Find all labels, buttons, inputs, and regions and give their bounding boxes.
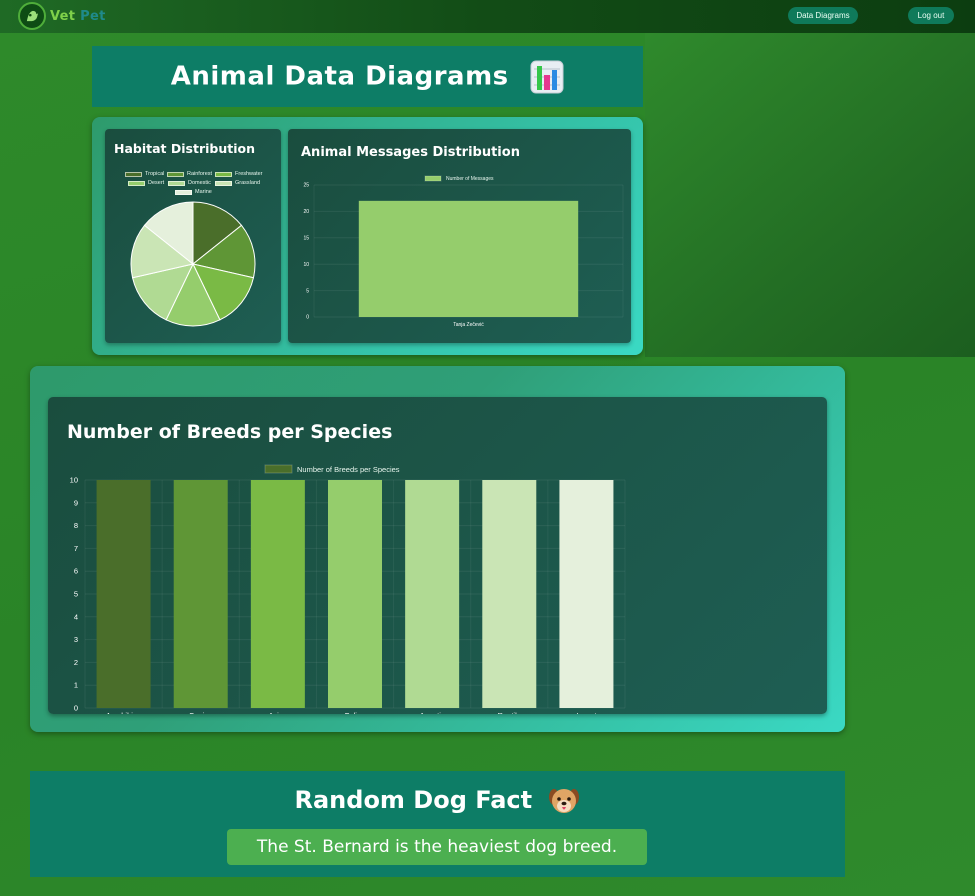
data-diagrams-button[interactable]: Data Diagrams (788, 7, 858, 24)
bar-insect (559, 480, 614, 708)
pie-slice-rainforest (191, 224, 256, 279)
breeds-bar-chart: 0 1 2 3 4 5 6 7 8 9 10 Number of Breeds per Species… (70, 464, 626, 714)
legend-label: Marine (195, 189, 212, 195)
legend-label: Domestic (188, 180, 211, 186)
logout-button[interactable]: Log out (908, 7, 954, 24)
page-title: Animal Data Diagrams (171, 60, 564, 94)
habitat-legend-item[interactable]: Domestic (168, 180, 211, 186)
pie-slice-desert (165, 262, 221, 327)
legend-label: Freshwater (235, 171, 263, 177)
y-tick-label: 20 (303, 209, 309, 215)
messages-bar-chart: 0 5 10 15 20 25 Number of Messages Tanja Zečevi… (303, 175, 624, 328)
legend-swatch (128, 180, 145, 186)
habitat-legend-item[interactable]: Marine (175, 189, 212, 195)
charts-container: Habitat Distribution Tropical Rainforest F… (92, 117, 643, 355)
y-tick-label: 0 (306, 315, 309, 321)
bar-feline (328, 480, 382, 708)
pie-slice-marine (143, 201, 194, 266)
habitat-legend-item[interactable]: Desert (128, 180, 164, 186)
y-tick-label: 1 (74, 681, 78, 690)
y-tick-label: 2 (74, 658, 78, 667)
brand-name[interactable]: Vet Pet (50, 9, 106, 24)
pie-slice-tropical (192, 201, 243, 266)
dog-fact-text: The St. Bernard is the heaviest dog bree… (227, 829, 647, 865)
legend-swatch (215, 180, 232, 186)
habitat-pie-chart (130, 201, 256, 327)
legend-label: Tropical (145, 171, 165, 177)
legend-label: Number of Breeds per Species (297, 465, 400, 474)
legend-label: Desert (148, 180, 165, 186)
x-tick-label: Aquatic (420, 711, 445, 714)
x-tick-label: Canine (189, 711, 213, 714)
y-tick-label: 9 (74, 498, 78, 507)
legend-swatch (168, 180, 185, 186)
pie-slice-grassland (130, 224, 195, 279)
brand-part-vet: Vet (50, 9, 76, 24)
brand-part-pet: Pet (80, 9, 106, 24)
legend-swatch (175, 189, 192, 195)
bar-avian (250, 480, 305, 708)
bar-tanjazeevi (358, 200, 579, 317)
bar-aquatic (405, 480, 460, 708)
legend-label: Rainforest (187, 171, 213, 177)
pie-slice-domestic (131, 263, 194, 321)
messages-chart-panel: Animal Messages Distribution 0 5 10 15 20 25 N… (288, 129, 631, 343)
legend-label: Number of Messages (446, 176, 494, 182)
breeds-chart-container: Number of Breeds per Species 0 1 2 3 4 5 6 7 8 9 1… (30, 366, 845, 732)
y-tick-label: 6 (74, 567, 78, 576)
legend-swatch (215, 171, 232, 177)
page-title-text: Animal Data Diagrams (170, 61, 509, 91)
habitat-legend-item[interactable]: Rainforest (167, 171, 212, 177)
habitat-legend-item[interactable]: Grassland (215, 180, 260, 186)
bar-amphibian (96, 480, 151, 708)
x-tick-label: Insect (576, 711, 597, 714)
y-tick-label: 25 (303, 183, 309, 189)
breeds-chart-title: Number of Breeds per Species (67, 421, 393, 443)
bar-chart-emoji-icon (530, 60, 564, 94)
legend-swatch (264, 464, 293, 474)
habitat-legend-item[interactable]: Tropical (125, 171, 164, 177)
bar-reptile (482, 480, 537, 708)
pie-slice-freshwater (192, 263, 255, 321)
legend-swatch (125, 171, 142, 177)
x-tick-label: Tanja Zečević (453, 322, 484, 328)
y-tick-label: 5 (306, 288, 309, 294)
x-tick-label: Reptile (498, 711, 521, 714)
habitat-legend-item[interactable]: Freshwater (215, 171, 263, 177)
dog-fact-title: Random Dog Fact (30, 785, 845, 817)
x-tick-label: Avian (269, 711, 288, 714)
dog-face-emoji-icon (548, 785, 580, 817)
y-tick-label: 8 (74, 521, 78, 530)
background-area (645, 33, 975, 357)
x-tick-label: Amphibian (106, 711, 141, 714)
legend-swatch (167, 171, 184, 177)
y-tick-label: 15 (303, 235, 309, 241)
habitat-chart-panel: Habitat Distribution Tropical Rainforest F… (105, 129, 281, 343)
vet-pet-logo-icon[interactable] (18, 2, 46, 30)
breeds-chart-panel: Number of Breeds per Species 0 1 2 3 4 5 6 7 8 9 1… (48, 397, 827, 714)
dog-fact-title-text: Random Dog Fact (294, 786, 533, 814)
y-tick-label: 4 (74, 612, 78, 621)
messages-chart-title: Animal Messages Distribution (301, 145, 520, 160)
top-navbar: Vet Pet Data Diagrams Log out (0, 0, 975, 33)
dog-fact-card: Random Dog Fact The St. Bernard is the h… (30, 771, 845, 877)
y-tick-label: 0 (74, 704, 78, 713)
y-tick-label: 7 (74, 544, 78, 553)
y-tick-label: 5 (74, 590, 78, 599)
legend-swatch (424, 175, 442, 182)
page-title-card: Animal Data Diagrams (92, 46, 643, 107)
y-tick-label: 10 (303, 262, 309, 268)
bar-canine (173, 480, 228, 708)
y-tick-label: 10 (70, 476, 78, 485)
legend-label: Grassland (235, 180, 261, 186)
x-tick-label: Feline (345, 711, 365, 714)
y-tick-label: 3 (74, 635, 78, 644)
habitat-chart-title: Habitat Distribution (114, 141, 255, 156)
